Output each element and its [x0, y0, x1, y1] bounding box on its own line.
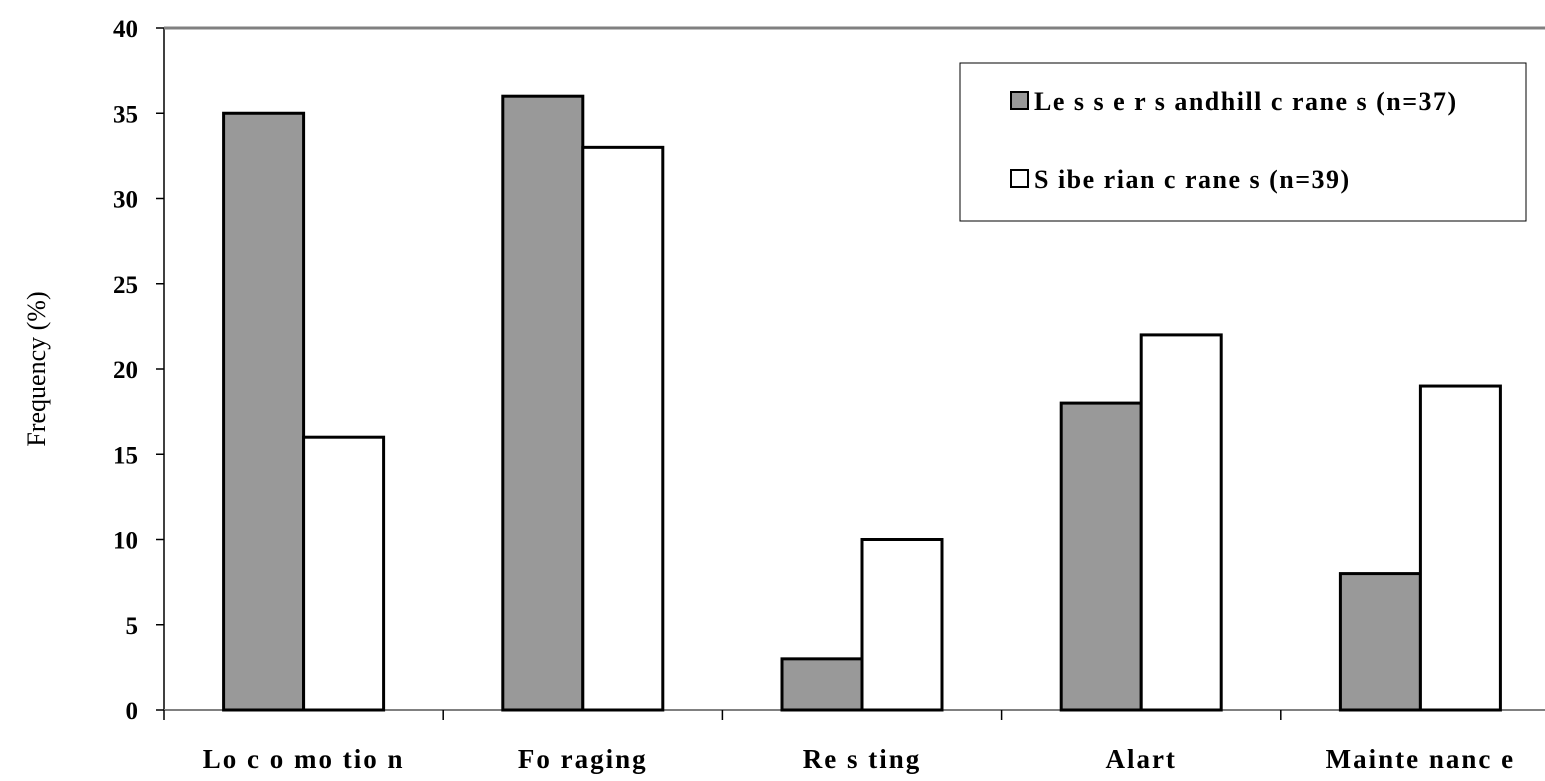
y-axis-ticks: 0 5 10 15 20 25 30 35 40	[113, 16, 164, 725]
category-label: Re s ting	[803, 744, 922, 774]
y-tick-label: 5	[126, 613, 139, 640]
category-label: Fo raging	[518, 744, 648, 774]
y-tick-label: 40	[113, 16, 138, 43]
category-label: Mainte nanc e	[1326, 744, 1515, 774]
category-labels: Lo c o mo tio n Fo raging Re s ting Alart Ma…	[203, 744, 1515, 774]
y-tick-label: 10	[113, 528, 138, 555]
bars	[222, 94, 1502, 712]
legend-swatch-lesser-sandhill	[1010, 91, 1029, 110]
legend-label-lesser-sandhill: Le s s e r s andhill c rane s (n=37)	[1034, 87, 1458, 116]
category-label: Lo c o mo tio n	[203, 744, 405, 774]
y-tick-label: 35	[113, 101, 138, 128]
x-axis-ticks	[163, 710, 1282, 720]
bar-siberian	[1139, 333, 1223, 712]
legend: Le s s e r s andhill c rane s (n=37) S i…	[959, 62, 1527, 222]
y-tick-label: 20	[113, 357, 138, 384]
bar-lesser-sandhill	[501, 94, 585, 712]
bar-siberian	[860, 538, 944, 712]
legend-box	[959, 62, 1527, 222]
y-tick-label: 30	[113, 187, 138, 214]
bar-siberian	[1418, 384, 1502, 712]
bar-lesser-sandhill	[780, 657, 864, 712]
bar-lesser-sandhill	[1059, 401, 1143, 712]
category-label: Alart	[1105, 744, 1176, 774]
bar-siberian	[302, 435, 386, 712]
y-tick-label: 15	[113, 442, 138, 469]
y-tick-label: 25	[113, 272, 138, 299]
y-tick-label: 0	[126, 698, 139, 725]
legend-swatch-siberian	[1010, 169, 1029, 188]
bar-lesser-sandhill	[222, 111, 306, 712]
bar-lesser-sandhill	[1338, 572, 1422, 712]
bar-siberian	[581, 145, 665, 712]
y-axis-label: Frequency (%)	[22, 291, 51, 446]
legend-label-siberian: S ibe rian c rane s (n=39)	[1034, 165, 1351, 194]
